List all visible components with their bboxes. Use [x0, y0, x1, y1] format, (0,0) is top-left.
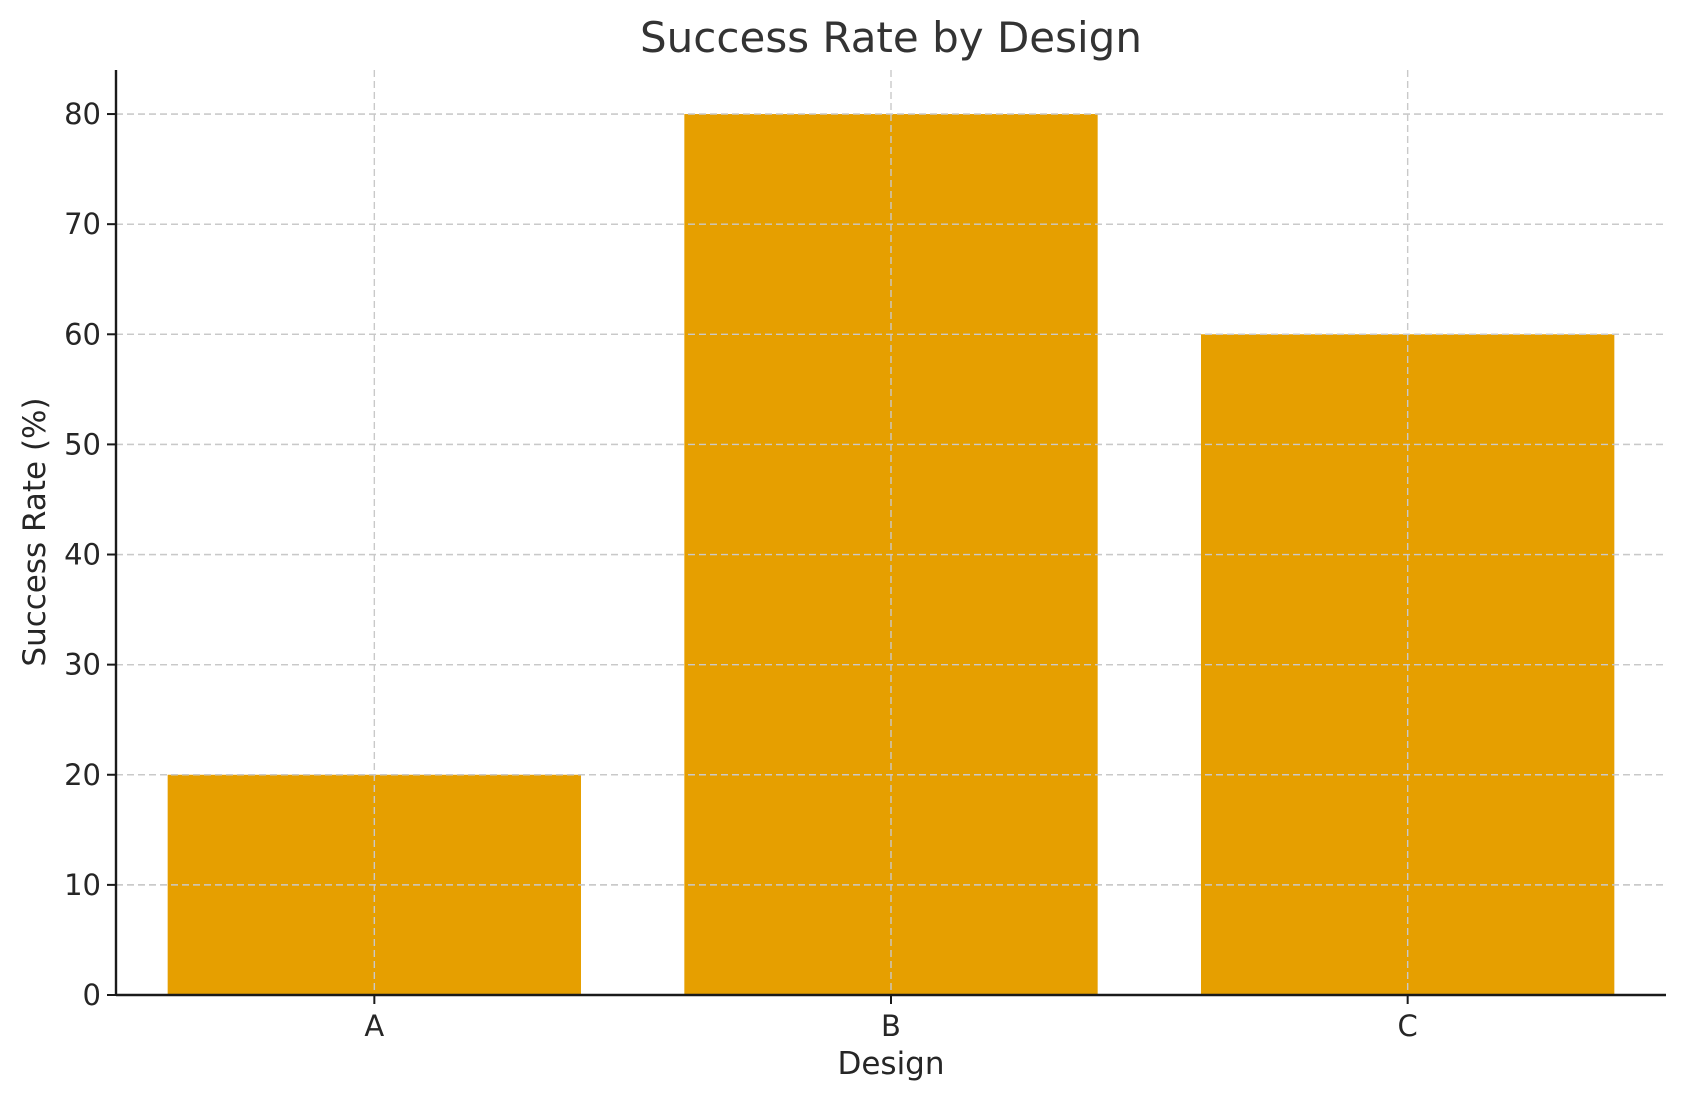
x-tick-label: A — [364, 1009, 384, 1043]
y-tick-label: 20 — [64, 758, 101, 792]
y-tick-label: 10 — [64, 868, 101, 902]
bars — [116, 70, 1666, 996]
y-tick-label: 60 — [64, 317, 101, 351]
y-axis-label: Success Rate (%) — [17, 397, 53, 666]
y-tick-label: 70 — [64, 207, 101, 241]
y-tick-label: 0 — [83, 978, 101, 1012]
x-tick-label: C — [1398, 1009, 1418, 1043]
chart-title: Success Rate by Design — [640, 13, 1142, 62]
y-tick-label: 80 — [64, 97, 101, 131]
y-tick-label: 40 — [64, 538, 101, 572]
y-ticks: 0 10 20 30 40 50 60 70 80 — [64, 97, 116, 1012]
x-axis-label: Design — [837, 1046, 944, 1082]
x-ticks: A B C — [364, 995, 1418, 1043]
y-tick-label: 50 — [64, 427, 101, 461]
y-tick-label: 30 — [64, 648, 101, 682]
x-tick-label: B — [881, 1009, 901, 1043]
